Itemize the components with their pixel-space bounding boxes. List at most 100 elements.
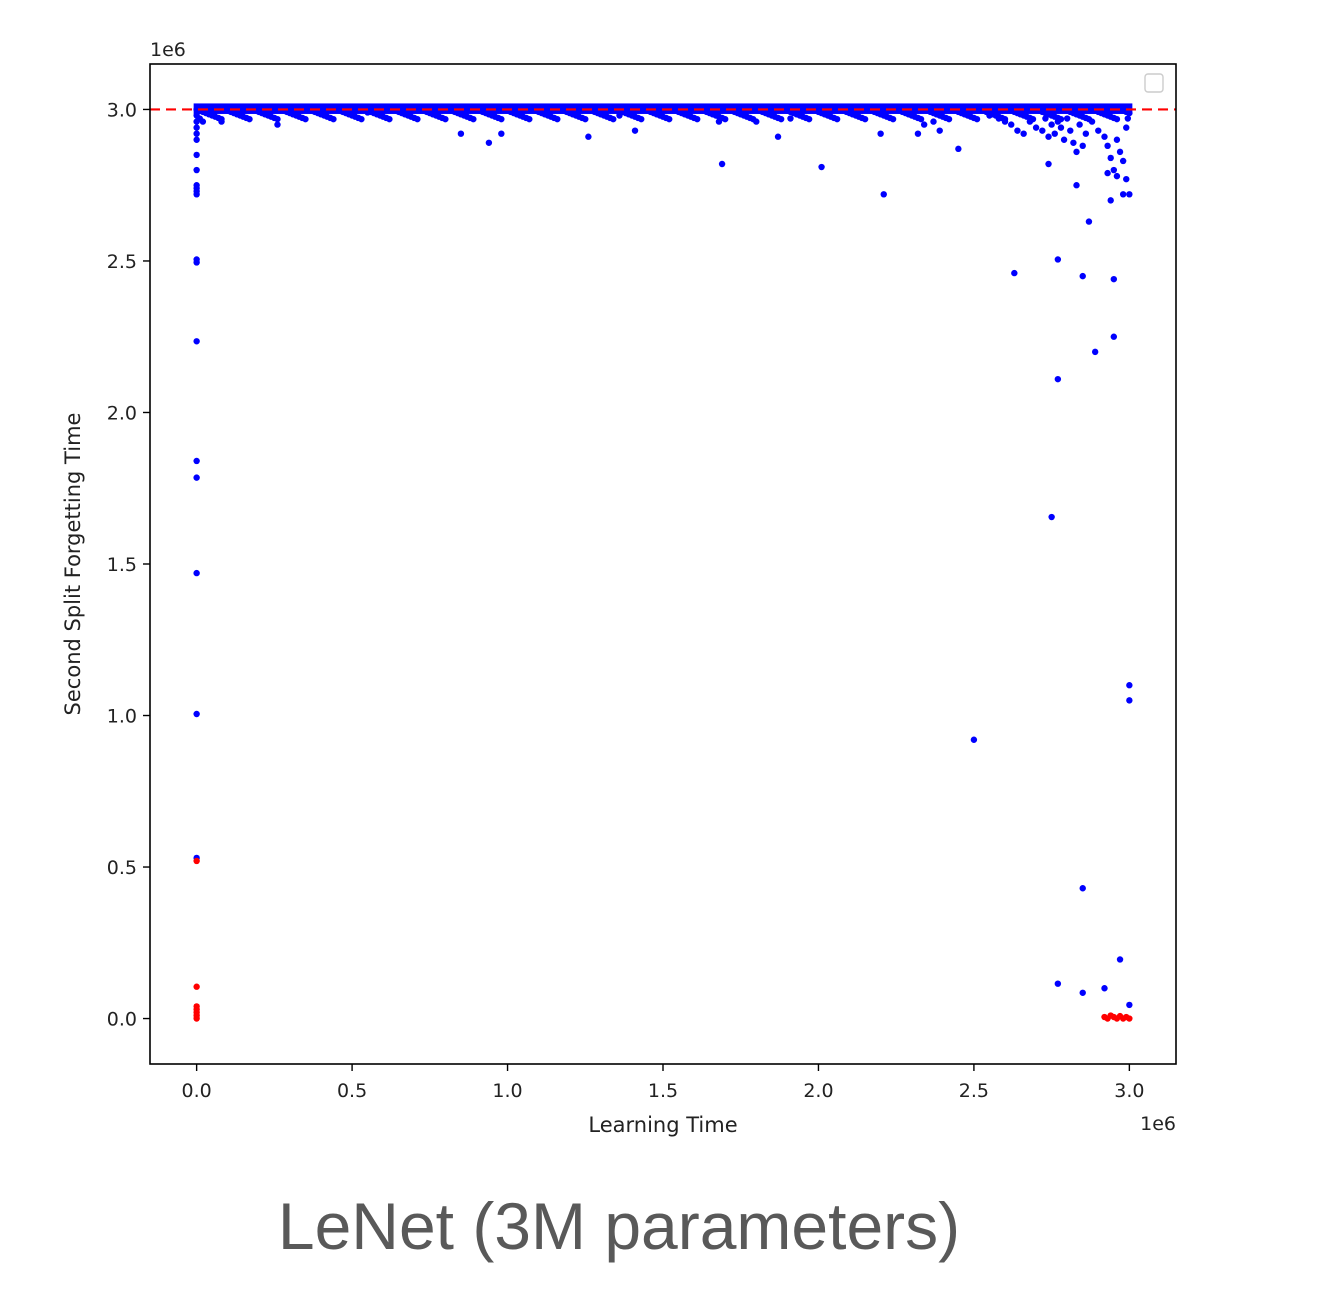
y-tick-label: 2.0: [107, 402, 137, 424]
data-point: [889, 115, 897, 123]
data-point: [1091, 348, 1099, 356]
data-point: [718, 160, 726, 168]
x-axis-label: Learning Time: [588, 1113, 737, 1137]
data-point: [1070, 139, 1077, 146]
data-point: [1020, 130, 1027, 137]
data-point: [1008, 121, 1015, 128]
data-point: [193, 151, 200, 159]
data-point: [973, 115, 981, 123]
data-point: [1104, 142, 1111, 150]
data-point: [861, 115, 869, 123]
data-point: [880, 191, 887, 198]
data-point: [1051, 130, 1058, 137]
data-point: [193, 130, 200, 137]
y-axis-label: Second Split Forgetting Time: [61, 413, 85, 716]
data-point: [833, 115, 841, 123]
data-point: [1126, 1001, 1133, 1009]
data-point: [995, 115, 1002, 122]
data-point: [920, 121, 928, 128]
data-point: [1123, 124, 1130, 131]
x-tick-label: 1.0: [492, 1080, 522, 1102]
data-point: [193, 710, 200, 718]
data-point: [1032, 124, 1040, 131]
data-point: [1073, 148, 1080, 156]
y-tick-label: 0.5: [107, 857, 137, 879]
data-point: [364, 109, 371, 116]
data-point: [1126, 109, 1133, 117]
data-point: [1107, 197, 1114, 204]
x-tick-label: 0.5: [337, 1080, 367, 1102]
data-point: [877, 130, 884, 137]
data-point: [787, 115, 794, 122]
data-point: [1076, 121, 1083, 128]
x-tick-label: 3.0: [1114, 1080, 1144, 1102]
data-point: [805, 115, 813, 123]
data-point: [1119, 157, 1127, 165]
data-point: [1104, 169, 1111, 177]
data-point: [442, 115, 449, 123]
data-point: [1054, 980, 1062, 987]
data-point: [202, 109, 210, 116]
data-point: [616, 112, 623, 119]
data-point: [774, 133, 782, 140]
data-point: [1113, 115, 1121, 123]
y-tick-label: 1.0: [107, 706, 137, 728]
data-point: [1110, 166, 1118, 174]
data-point: [498, 130, 505, 137]
data-point: [694, 115, 701, 123]
data-point: [302, 115, 309, 123]
data-point: [1042, 115, 1049, 122]
data-point: [193, 857, 200, 865]
data-point: [1054, 118, 1062, 125]
data-point: [193, 136, 200, 143]
data-point: [955, 145, 962, 153]
data-point: [1085, 218, 1093, 225]
data-point: [193, 569, 200, 577]
data-point: [1116, 148, 1124, 156]
x-tick-label: 2.0: [803, 1080, 833, 1102]
x-tick-label: 0.0: [182, 1080, 212, 1102]
data-point: [1054, 256, 1062, 263]
data-point: [1113, 172, 1121, 180]
y-tick-label: 1.5: [107, 554, 137, 576]
data-point: [554, 115, 561, 123]
data-point: [638, 115, 645, 123]
x-axis-ticks: 0.0 0.5 1.0 1.5 2.0 2.5 3.0: [182, 1064, 1144, 1102]
data-point: [193, 191, 200, 198]
y-tick-label: 2.5: [107, 251, 137, 273]
data-point: [1126, 191, 1133, 198]
y-offset-label: 1e6: [150, 39, 186, 61]
data-point: [1014, 127, 1021, 134]
data-point: [986, 112, 993, 119]
data-point: [1123, 175, 1130, 183]
data-point: [199, 118, 207, 125]
y-tick-label: 0.0: [107, 1009, 137, 1031]
data-point: [753, 118, 760, 125]
data-point: [1063, 115, 1071, 122]
data-point: [1095, 127, 1102, 134]
data-point: [1082, 130, 1090, 137]
data-point: [470, 115, 477, 123]
data-point: [715, 118, 723, 125]
data-point: [631, 127, 639, 134]
data-point: [526, 115, 533, 123]
data-point: [1067, 127, 1074, 134]
data-point: [585, 133, 592, 140]
x-tick-label: 1.5: [648, 1080, 678, 1102]
data-point: [358, 115, 365, 123]
data-point: [582, 115, 589, 123]
data-point: [1101, 133, 1108, 140]
y-axis-ticks: 0.0 0.5 1.0 1.5 2.0 2.5 3.0: [107, 99, 150, 1031]
data-point: [1039, 127, 1046, 134]
data-point: [1126, 1015, 1133, 1022]
data-point: [1119, 191, 1127, 198]
data-point: [914, 130, 922, 137]
data-point: [610, 115, 617, 123]
chart-caption: LeNet (3M parameters): [277, 1189, 961, 1263]
data-point: [193, 124, 200, 131]
data-point: [930, 118, 937, 125]
data-point: [777, 115, 785, 123]
data-point: [1101, 985, 1108, 992]
data-point: [414, 115, 421, 123]
